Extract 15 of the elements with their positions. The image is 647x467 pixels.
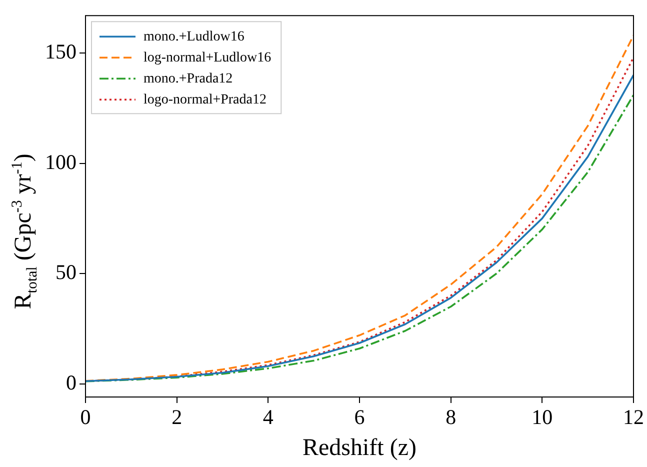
legend-label: mono.+Ludlow16 — [144, 29, 244, 44]
y-tick-label: 100 — [45, 150, 76, 174]
y-tick-label: 0 — [66, 370, 76, 394]
x-tick-label: 6 — [354, 405, 365, 430]
x-tick-label: 2 — [172, 405, 182, 430]
legend-label: mono.+Prada12 — [144, 71, 233, 86]
y-tick-label: 50 — [56, 260, 76, 284]
x-tick-label: 4 — [262, 405, 274, 430]
x-tick-label: 10 — [532, 405, 553, 430]
x-axis-title: Redshift (z) — [302, 434, 416, 461]
y-tick-label: 150 — [45, 40, 76, 64]
x-tick-label: 8 — [446, 405, 456, 430]
legend-label: log-normal+Ludlow16 — [144, 50, 272, 66]
legend-label: logo-normal+Prada12 — [144, 92, 266, 108]
x-tick-label: 12 — [623, 405, 644, 430]
